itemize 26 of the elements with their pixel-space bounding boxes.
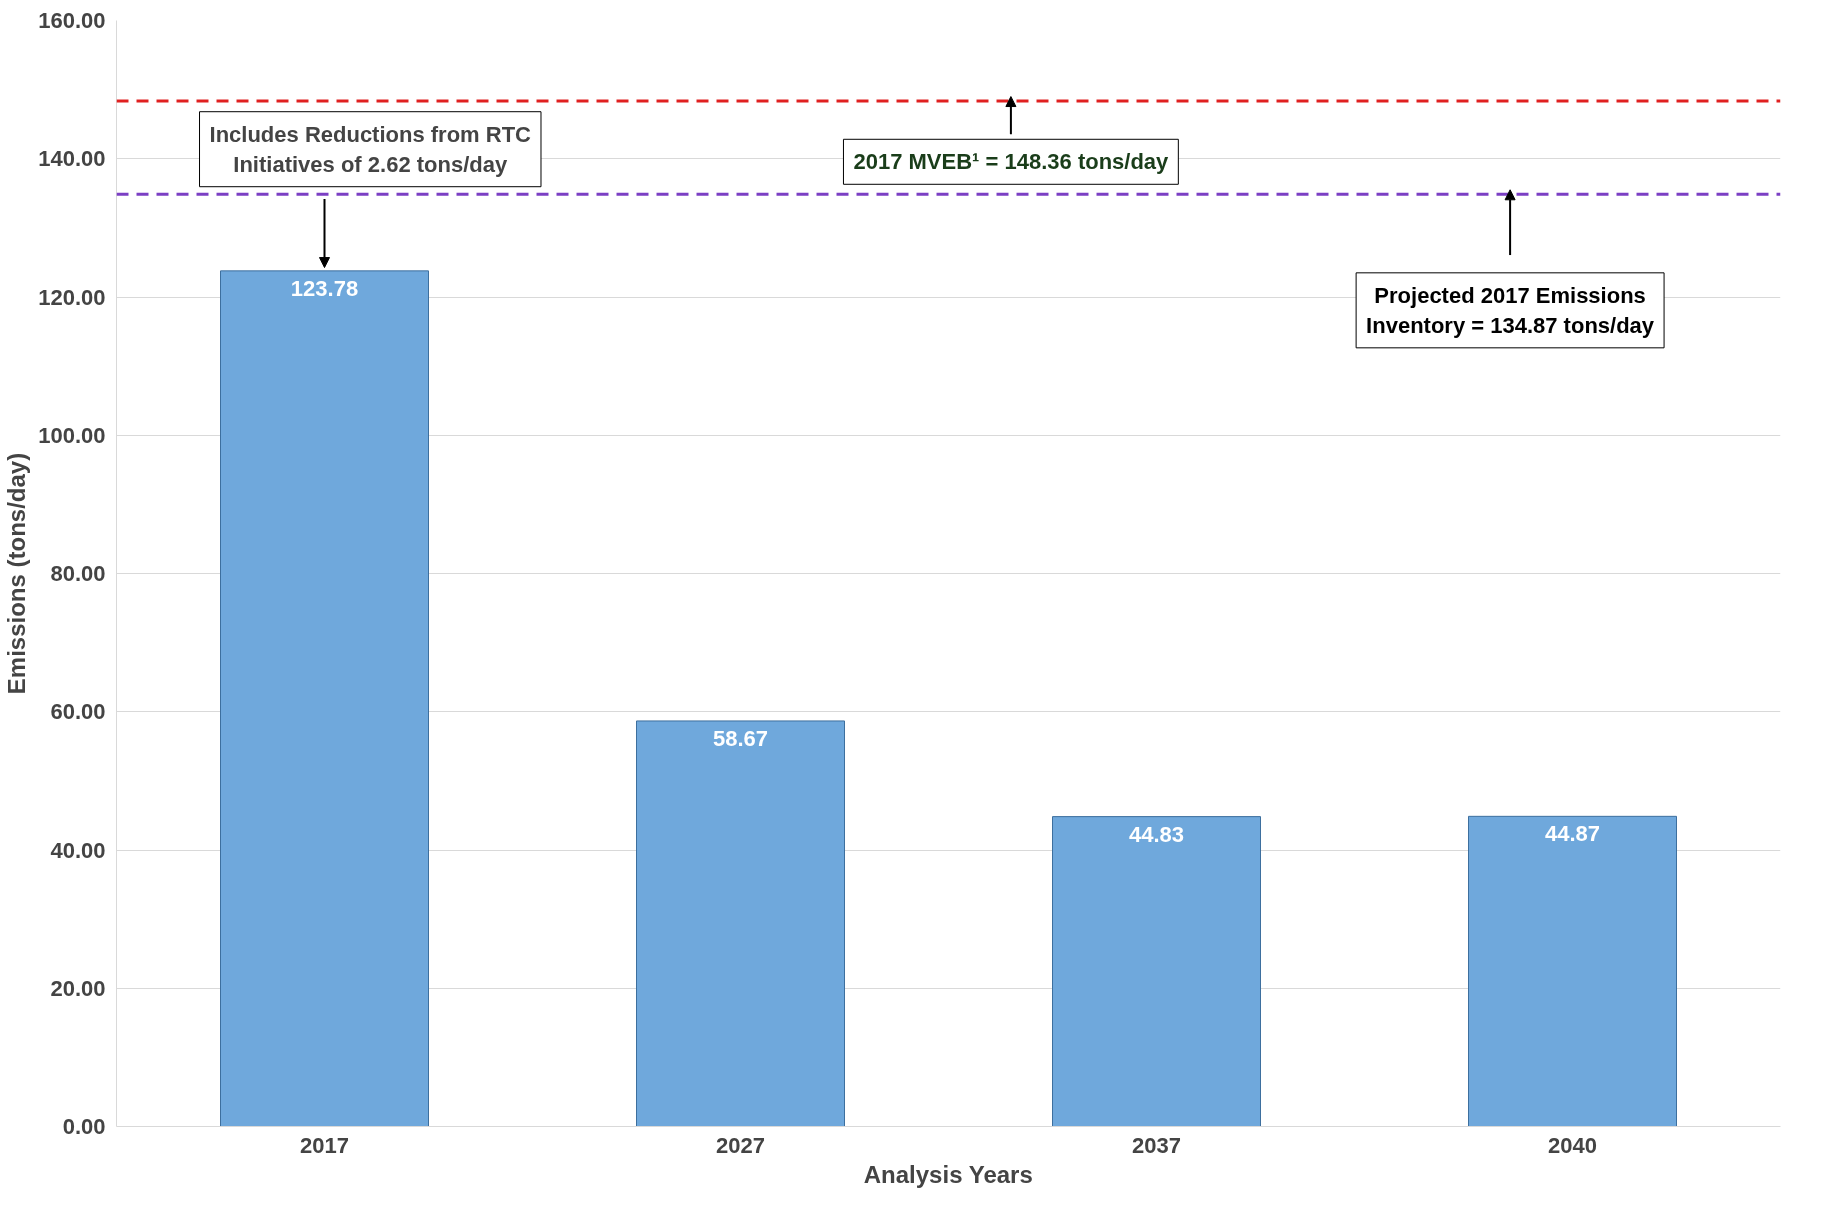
x-tick-label: 2027 — [716, 1132, 765, 1158]
y-axis-title: Emissions (tons/day) — [3, 452, 31, 695]
y-tick-label: 160.00 — [38, 8, 106, 33]
y-tick-label: 140.00 — [38, 146, 106, 172]
bar — [636, 720, 845, 1127]
bar — [1052, 816, 1261, 1127]
y-tick-label: 60.00 — [50, 699, 106, 725]
y-tick-label: 120.00 — [38, 284, 106, 310]
data-label: 58.67 — [712, 725, 769, 751]
ref-line-label: Projected 2017 Emissions Inventory = 134.87 tons/day — [1366, 282, 1655, 338]
x-axis-title: Analysis Years — [863, 1160, 1033, 1188]
x-tick-label: 2017 — [300, 1132, 349, 1158]
bar — [1468, 815, 1677, 1127]
bar — [220, 270, 429, 1127]
y-tick-label: 80.00 — [50, 561, 106, 586]
y-tick-label: 20.00 — [50, 975, 106, 1001]
y-tick-label: 40.00 — [50, 837, 106, 863]
y-tick-label: 0.00 — [62, 1114, 106, 1139]
data-label: 44.83 — [1128, 821, 1185, 847]
data-label: 123.78 — [290, 275, 359, 301]
annotation: Includes Reductions from RTC Initiatives of 2.62 tons/day — [209, 121, 532, 177]
x-tick-label: 2037 — [1132, 1132, 1181, 1158]
data-label: 44.87 — [1544, 821, 1601, 847]
ref-line-label: 2017 MVEB¹ = 148.36 tons/day — [853, 149, 1170, 175]
y-tick-label: 100.00 — [38, 422, 106, 448]
x-tick-label: 2040 — [1548, 1132, 1597, 1158]
